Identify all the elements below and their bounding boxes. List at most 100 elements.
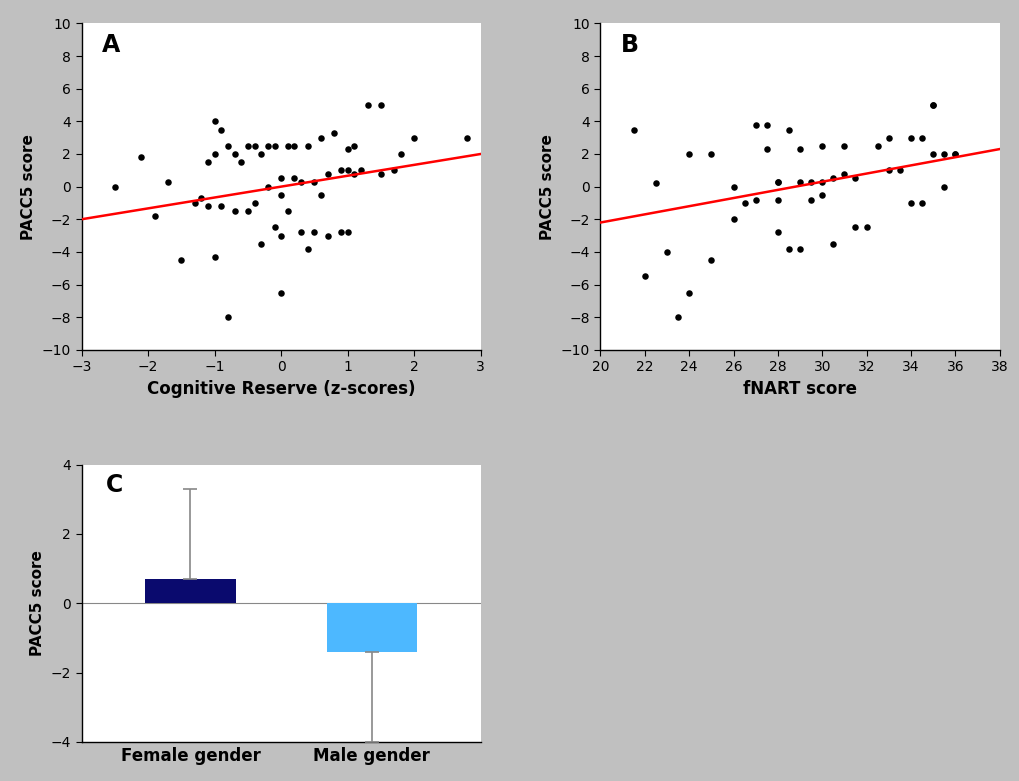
Point [913, 131, 929, 144]
Point [226, 205, 243, 217]
Point [681, 287, 697, 299]
Point [769, 176, 786, 188]
Point [813, 188, 829, 201]
Point [306, 176, 322, 188]
Text: A: A [102, 34, 119, 57]
Point [780, 123, 796, 136]
Point [924, 98, 941, 111]
Point [300, 140, 316, 152]
Point [273, 287, 289, 299]
Point [879, 164, 896, 177]
Point [273, 173, 289, 185]
Point [924, 148, 941, 160]
Point [219, 140, 235, 152]
Point [902, 131, 918, 144]
Point [858, 221, 874, 234]
Point [769, 226, 786, 238]
Point [247, 197, 263, 209]
Y-axis label: PACC5 score: PACC5 score [21, 134, 37, 240]
Point [791, 242, 807, 255]
Point [847, 173, 863, 185]
Point [891, 164, 907, 177]
Point [339, 226, 356, 238]
Point [239, 140, 256, 152]
Point [847, 221, 863, 234]
Point [193, 192, 209, 205]
Point [836, 140, 852, 152]
Point [392, 148, 409, 160]
Point [747, 119, 763, 131]
Point [345, 167, 362, 180]
Point [247, 140, 263, 152]
Point [913, 197, 929, 209]
Point [332, 226, 348, 238]
Point [273, 230, 289, 242]
Point [273, 188, 289, 201]
Point [372, 167, 388, 180]
Point [702, 148, 718, 160]
Bar [326, 603, 417, 652]
Point [253, 237, 269, 250]
Point [769, 194, 786, 206]
Point [133, 151, 150, 163]
Point [160, 176, 176, 188]
Point [924, 98, 941, 111]
Point [353, 164, 369, 177]
Point [332, 164, 348, 177]
Point [868, 140, 884, 152]
X-axis label: fNART score: fNART score [742, 380, 856, 398]
Point [260, 140, 276, 152]
Point [747, 194, 763, 206]
Point [791, 176, 807, 188]
Point [326, 127, 342, 139]
Point [802, 176, 818, 188]
Point [813, 176, 829, 188]
Point [279, 205, 296, 217]
Point [947, 148, 963, 160]
Point [636, 270, 652, 283]
Point [107, 180, 123, 193]
Point [339, 164, 356, 177]
Point [791, 143, 807, 155]
Point [769, 176, 786, 188]
Point [406, 131, 422, 144]
Point [200, 200, 216, 212]
Point [306, 226, 322, 238]
Point [213, 200, 229, 212]
Point [292, 226, 309, 238]
Point [669, 311, 686, 323]
Point [206, 251, 222, 263]
Point [935, 180, 952, 193]
Point [279, 140, 296, 152]
Bar [145, 579, 235, 603]
Point [947, 148, 963, 160]
Point [219, 311, 235, 323]
Point [386, 164, 403, 177]
Point [300, 242, 316, 255]
Point [233, 156, 250, 169]
Point [935, 148, 952, 160]
Point [313, 188, 329, 201]
Point [286, 140, 303, 152]
Point [206, 115, 222, 127]
Point [213, 123, 229, 136]
Point [625, 123, 641, 136]
Point [725, 213, 741, 226]
Point [292, 176, 309, 188]
Point [260, 180, 276, 193]
Point [253, 148, 269, 160]
Point [802, 194, 818, 206]
Y-axis label: PACC5 score: PACC5 score [31, 551, 45, 656]
Point [736, 197, 752, 209]
Text: C: C [105, 473, 122, 497]
Point [647, 177, 663, 190]
Point [200, 156, 216, 169]
Point [836, 167, 852, 180]
Point [226, 148, 243, 160]
Point [319, 230, 335, 242]
Point [286, 173, 303, 185]
Point [319, 167, 335, 180]
Point [345, 140, 362, 152]
Point [339, 143, 356, 155]
Point [824, 237, 841, 250]
